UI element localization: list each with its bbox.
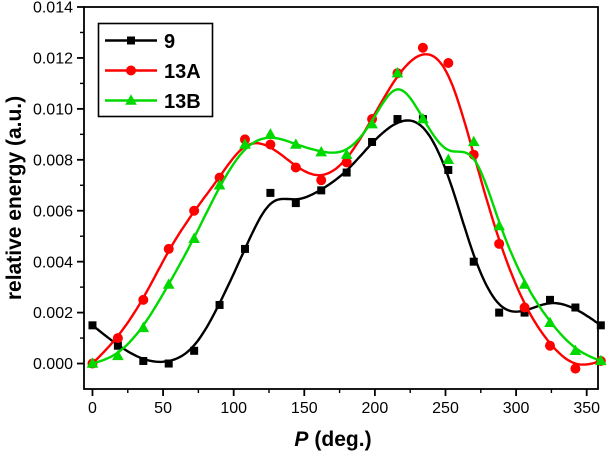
data-point-marker: [571, 303, 580, 312]
data-point-marker: [264, 128, 277, 139]
data-point-marker: [494, 238, 505, 249]
data-point-marker: [544, 340, 555, 351]
y-tick-label: 0.014: [33, 0, 73, 17]
data-point-marker: [240, 244, 249, 253]
data-point-marker: [112, 349, 124, 361]
data-point-marker: [467, 135, 480, 147]
data-point-marker: [126, 65, 136, 76]
data-point-marker: [139, 356, 148, 365]
y-tick-label: 0.012: [33, 51, 73, 68]
x-axis-title-unit: (deg.): [314, 428, 371, 451]
series-markers-13b: [86, 67, 607, 368]
legend-item-label: 13B: [164, 91, 201, 113]
data-point-marker: [215, 300, 224, 309]
x-axis-title: P (deg.): [294, 428, 371, 451]
data-point-marker: [417, 112, 429, 124]
data-point-marker: [291, 199, 300, 208]
legend: 9 13A 13B: [97, 22, 214, 118]
data-point-marker: [391, 67, 404, 78]
data-point-marker: [545, 295, 554, 304]
data-point-marker: [213, 179, 226, 190]
x-axis-title-symbol: P: [294, 428, 309, 451]
legend-item-label: 13A: [164, 61, 201, 83]
data-point-marker: [368, 137, 377, 146]
data-point-marker: [189, 205, 200, 216]
series-markers-9: [88, 115, 605, 368]
data-point-marker: [138, 294, 149, 305]
data-point-marker: [88, 321, 97, 330]
y-tick-label: 0.004: [33, 254, 73, 271]
data-point-marker: [315, 145, 328, 157]
data-point-marker: [570, 363, 581, 374]
data-point-marker: [595, 354, 607, 366]
data-point-marker: [596, 321, 605, 330]
data-point-marker: [188, 232, 200, 243]
legend-item-9: 9: [105, 31, 175, 53]
data-point-marker: [493, 219, 505, 231]
data-series: [86, 42, 607, 374]
x-tick-label: 200: [362, 400, 389, 417]
data-point-marker: [544, 316, 556, 327]
x-tick-label: 0: [88, 400, 97, 417]
axis-ticks: 0 50 100 150 200 250 300 350 0.000 0.002 0.004 0.00…: [33, 0, 600, 417]
data-point-marker: [317, 186, 326, 195]
x-tick-label: 50: [154, 400, 172, 417]
data-point-marker: [341, 157, 352, 168]
data-point-marker: [127, 36, 135, 45]
x-tick-label: 100: [220, 400, 247, 417]
legend-item-label: 9: [164, 31, 175, 53]
data-point-marker: [518, 278, 531, 289]
data-point-marker: [86, 357, 99, 368]
x-tick-label: 350: [573, 400, 600, 417]
data-point-marker: [164, 359, 173, 368]
data-point-marker: [417, 42, 428, 53]
data-point-marker: [366, 117, 378, 129]
y-tick-label: 0.006: [33, 203, 73, 220]
data-point-marker: [316, 175, 327, 186]
data-point-marker: [290, 162, 301, 173]
data-point-marker: [190, 346, 199, 355]
data-point-marker: [442, 153, 455, 164]
data-point-marker: [137, 321, 150, 333]
data-point-marker: [469, 257, 478, 266]
data-point-marker: [163, 243, 174, 254]
data-point-marker: [393, 115, 402, 124]
y-tick-label: 0.002: [33, 305, 73, 322]
data-point-marker: [162, 278, 175, 289]
data-point-marker: [444, 165, 453, 174]
data-point-marker: [443, 58, 454, 69]
x-tick-label: 150: [291, 400, 318, 417]
data-point-marker: [266, 188, 275, 197]
x-tick-label: 250: [432, 400, 459, 417]
legend-item-13b: 13B: [105, 91, 201, 113]
x-tick-label: 300: [503, 400, 530, 417]
data-point-marker: [569, 344, 582, 355]
data-point-marker: [214, 172, 225, 183]
data-point-marker: [125, 94, 137, 105]
data-point-marker: [112, 333, 123, 344]
y-tick-label: 0.010: [33, 101, 73, 118]
y-tick-label: 0.008: [33, 152, 73, 169]
y-axis-title: relative energy (a.u.): [3, 96, 26, 300]
data-point-marker: [290, 138, 302, 149]
data-point-marker: [520, 308, 529, 317]
data-point-marker: [342, 168, 351, 177]
y-tick-label: 0.000: [33, 356, 73, 373]
data-point-marker: [340, 148, 353, 159]
data-point-marker: [495, 308, 504, 317]
data-point-marker: [265, 139, 276, 150]
data-point-marker: [239, 138, 251, 149]
data-point-marker: [519, 302, 530, 313]
legend-item-13a: 13A: [105, 61, 201, 83]
data-point-marker: [113, 341, 122, 350]
